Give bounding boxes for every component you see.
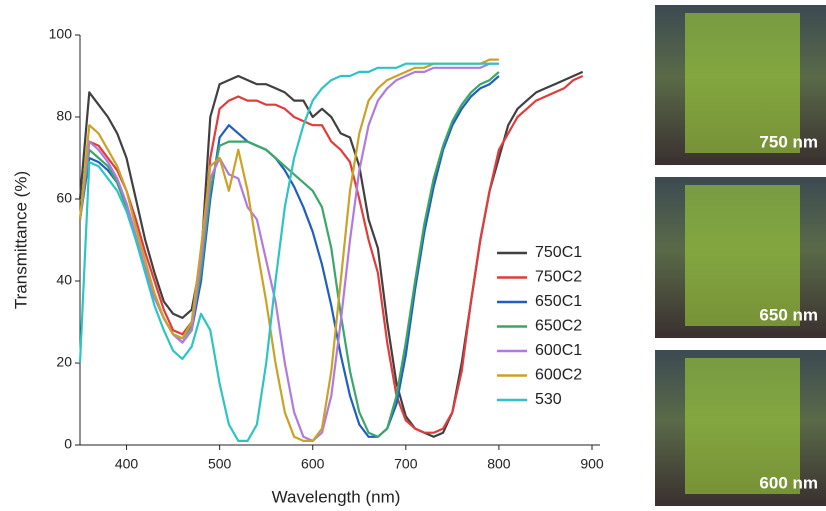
x-tick-label: 500 [208, 456, 232, 472]
y-tick-label: 40 [56, 272, 72, 288]
y-tick-label: 20 [56, 354, 72, 370]
y-tick-label: 80 [56, 108, 72, 124]
legend-label: 650C2 [535, 318, 582, 335]
legend-label: 600C1 [535, 342, 582, 359]
photo-sample [685, 13, 800, 153]
x-tick-label: 900 [580, 456, 604, 472]
x-axis-label: Wavelength (nm) [272, 487, 401, 506]
series-line [78, 70, 584, 438]
series-line [78, 58, 499, 442]
legend-label: 530 [535, 391, 562, 408]
y-axis-label: Transmittance (%) [11, 171, 30, 309]
y-tick-label: 100 [49, 26, 73, 42]
photo-sample [685, 185, 800, 326]
photo-label: 650 nm [759, 305, 818, 324]
legend-label: 750C1 [535, 244, 582, 261]
photo-sample [685, 358, 800, 494]
legend-label: 650C1 [535, 293, 582, 310]
x-tick-label: 800 [487, 456, 511, 472]
series-line [78, 74, 584, 434]
x-tick-label: 400 [115, 456, 139, 472]
y-tick-label: 0 [64, 436, 72, 452]
series-line [78, 62, 499, 442]
photo-label: 750 nm [759, 132, 818, 151]
series-line [78, 62, 499, 442]
photo-label: 600 nm [759, 473, 818, 492]
legend-label: 600C2 [535, 367, 582, 384]
x-tick-label: 700 [394, 456, 418, 472]
x-tick-label: 600 [301, 456, 325, 472]
y-tick-label: 60 [56, 190, 72, 206]
legend-label: 750C2 [535, 269, 582, 286]
